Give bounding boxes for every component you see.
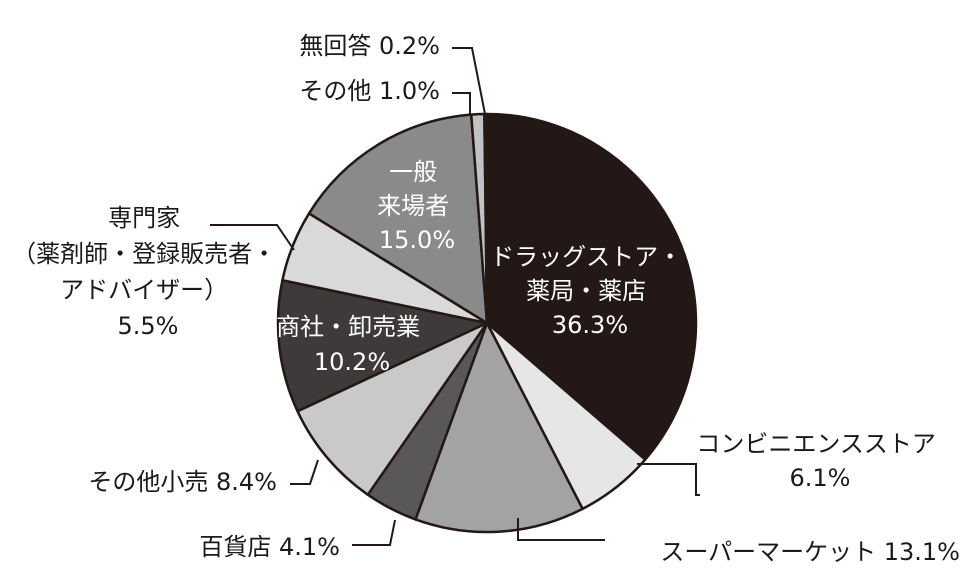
leader-other-retail (290, 459, 319, 485)
pie-slice-general-visitors (307, 113, 489, 325)
leader-convenience-store (637, 463, 700, 496)
label-no-answer: 無回答 0.2% (299, 32, 440, 60)
pie-slices (276, 112, 698, 534)
label-general-visitors: 一般 来場者 15.0% (377, 158, 457, 254)
leader-specialist (210, 224, 295, 251)
leader-no-answer (452, 47, 486, 115)
label-other-retail: その他小売 8.4% (88, 468, 277, 496)
leader-other (452, 92, 471, 116)
label-convenience-store: コンビニエンスストア 6.1% (696, 430, 943, 492)
label-other: その他 1.0% (299, 77, 440, 105)
leader-lines (210, 47, 700, 546)
label-trading-wholesale: 商社・卸売業 10.2% (276, 313, 428, 376)
label-drugstore: ドラッグストア・ 薬局・薬店 36.3% (490, 243, 690, 339)
label-supermarket: スーパーマーケット 13.1% (660, 538, 960, 566)
leader-supermarket (517, 518, 605, 541)
pie-slice-other-retail (296, 321, 489, 496)
leader-department-store (352, 519, 396, 546)
pie-slice-supermarket (414, 321, 584, 534)
pie-slice-drugstore (485, 112, 698, 461)
label-specialist: 専門家 （薬剤師・登録販売者・ アドバイザー） 5.5% (12, 204, 284, 340)
label-department-store: 百貨店 4.1% (199, 533, 340, 561)
